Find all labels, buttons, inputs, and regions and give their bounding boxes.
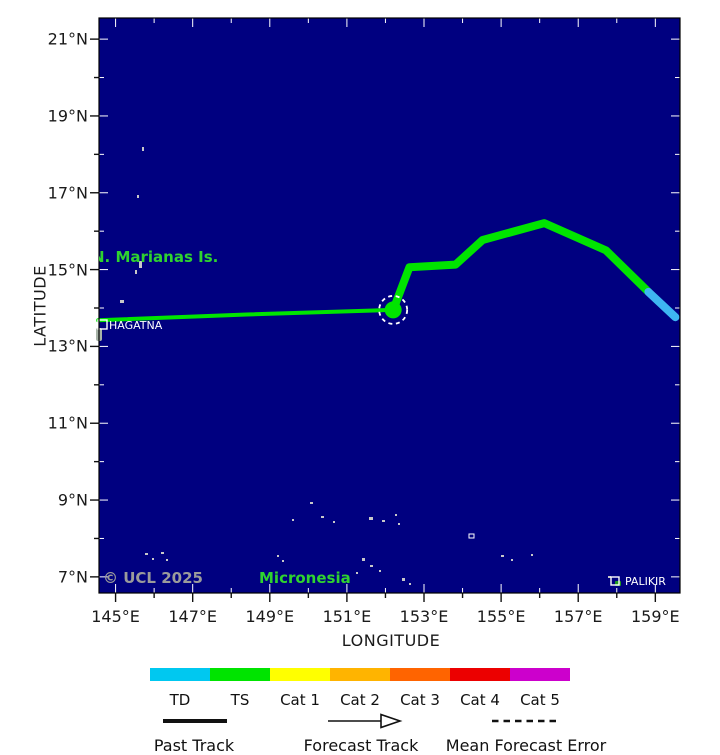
x-tick-label: 145°E bbox=[91, 607, 140, 626]
x-tick-label: 157°E bbox=[553, 607, 603, 626]
city-marker-hagatna bbox=[97, 319, 108, 330]
past-track-line bbox=[96, 307, 396, 323]
forecast-track-symbol bbox=[328, 713, 403, 729]
legend-category-label: TD bbox=[169, 691, 191, 709]
current-position-dot bbox=[384, 301, 402, 319]
y-tick-label: 7°N bbox=[57, 567, 88, 587]
legend-swatch-cat-3 bbox=[390, 668, 450, 681]
island bbox=[531, 554, 533, 556]
island bbox=[120, 300, 124, 303]
latitude-axis-title: LATITUDE bbox=[30, 265, 50, 347]
island bbox=[282, 560, 284, 562]
x-tick-label: 149°E bbox=[245, 607, 295, 626]
legend-category-label: TS bbox=[230, 691, 250, 709]
legend-category-label: Cat 2 bbox=[340, 691, 380, 709]
legend-swatch-td bbox=[150, 668, 210, 681]
forecast-track-label: Forecast Track bbox=[303, 736, 419, 755]
y-tick-label: 19°N bbox=[47, 106, 88, 126]
island bbox=[511, 559, 513, 561]
y-tick-label: 11°N bbox=[47, 413, 88, 433]
y-tick-label: 13°N bbox=[47, 336, 88, 356]
island bbox=[142, 147, 144, 151]
x-tick-label: 153°E bbox=[399, 607, 449, 626]
island bbox=[292, 519, 294, 521]
island bbox=[362, 558, 365, 561]
legend-swatch-cat-1 bbox=[270, 668, 330, 681]
island bbox=[277, 555, 279, 557]
island bbox=[608, 576, 611, 578]
island bbox=[379, 570, 381, 572]
island bbox=[145, 553, 148, 555]
island bbox=[395, 514, 397, 516]
atoll-outline bbox=[468, 533, 475, 539]
legend-category-label: Cat 3 bbox=[400, 691, 440, 709]
forecast-error-label: Mean Forecast Error bbox=[445, 736, 607, 755]
x-tick-label: 151°E bbox=[322, 607, 372, 626]
island bbox=[152, 558, 154, 560]
forecast-error-symbol bbox=[492, 719, 556, 723]
x-tick-label: 147°E bbox=[168, 607, 217, 626]
intensity-color-bar bbox=[150, 668, 570, 681]
legend-swatch-ts bbox=[210, 668, 270, 681]
forecast-arrow-head bbox=[380, 713, 403, 729]
y-tick-label: 17°N bbox=[47, 183, 88, 203]
island bbox=[356, 572, 358, 574]
legend: TD TS Cat 1 Cat 2 Cat 3 Cat 4 Cat 5 Past Track… bbox=[0, 660, 720, 755]
city-marker-palikir bbox=[610, 576, 620, 586]
island bbox=[402, 578, 405, 581]
past-track-label: Past Track bbox=[153, 736, 235, 755]
island bbox=[139, 261, 142, 268]
forecast-track-segment-td bbox=[644, 287, 680, 322]
island bbox=[501, 555, 504, 557]
x-tick-label: 159°E bbox=[630, 607, 680, 626]
island bbox=[135, 270, 137, 274]
island bbox=[333, 521, 335, 523]
island bbox=[310, 502, 313, 504]
legend-swatch-cat-5 bbox=[510, 668, 570, 681]
island bbox=[370, 565, 373, 567]
y-tick-label: 21°N bbox=[47, 29, 88, 49]
island bbox=[398, 523, 400, 525]
y-tick-label: 15°N bbox=[47, 260, 88, 280]
island bbox=[409, 583, 411, 585]
y-tick-label: 9°N bbox=[57, 490, 88, 510]
track-map bbox=[90, 17, 681, 602]
x-tick-label: 155°E bbox=[476, 607, 526, 626]
current-position-ring bbox=[378, 295, 409, 325]
legend-swatch-cat-4 bbox=[450, 668, 510, 681]
longitude-axis-title: LONGITUDE bbox=[341, 631, 441, 650]
legend-category-label: Cat 5 bbox=[520, 691, 560, 709]
past-track-symbol bbox=[163, 719, 227, 723]
island bbox=[321, 516, 324, 518]
island bbox=[369, 517, 373, 520]
legend-category-label: Cat 1 bbox=[280, 691, 320, 709]
island bbox=[161, 552, 164, 554]
plot-border bbox=[98, 17, 681, 594]
legend-category-label: Cat 4 bbox=[460, 691, 500, 709]
forecast-track-segment-ts bbox=[389, 219, 653, 314]
island bbox=[166, 559, 168, 561]
legend-swatch-cat-2 bbox=[330, 668, 390, 681]
island bbox=[382, 520, 385, 522]
island bbox=[137, 195, 139, 198]
